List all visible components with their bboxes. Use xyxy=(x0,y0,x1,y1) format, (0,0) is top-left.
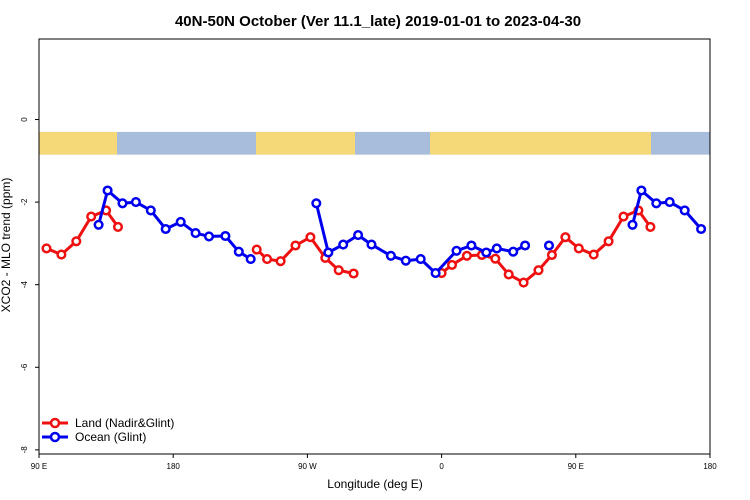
legend: Land (Nadir&Glint) Ocean (Glint) xyxy=(42,416,174,444)
ocean-point xyxy=(353,230,364,241)
land-point xyxy=(251,244,262,255)
y-tick-label: -2 xyxy=(20,198,29,206)
land-series-line xyxy=(45,208,120,257)
y-tick-label: 0 xyxy=(20,117,29,122)
y-tick-label: -6 xyxy=(20,363,29,371)
land-point xyxy=(573,243,584,254)
y-tick-label: -8 xyxy=(20,446,29,454)
land-point xyxy=(546,249,557,261)
plot-frame xyxy=(38,38,711,455)
land-point xyxy=(518,277,529,288)
land-point xyxy=(503,269,514,280)
ocean-point xyxy=(451,245,462,256)
ocean-point xyxy=(400,255,411,266)
ocean-point xyxy=(93,219,104,230)
y-axis-ticks: 0 -2 -4 -6 -8 xyxy=(20,117,39,454)
ocean-point xyxy=(696,223,707,235)
ocean-point xyxy=(311,198,322,209)
series-layer xyxy=(41,185,707,288)
legend-land-label: Land (Nadir&Glint) xyxy=(75,416,174,430)
ocean-point xyxy=(636,185,647,196)
ocean-point xyxy=(323,247,334,258)
x-tick-label: 90 E xyxy=(31,462,47,471)
x-tick-label: 90 E xyxy=(568,462,584,471)
land-point xyxy=(645,221,656,232)
land-point xyxy=(461,250,472,261)
x-tick-label: 180 xyxy=(167,462,181,471)
ocean-point xyxy=(491,243,502,254)
ocean-point xyxy=(679,205,690,216)
ocean-point xyxy=(430,268,441,279)
ocean-point xyxy=(366,239,377,250)
x-axis-ticks: 90 E 180 90 W 0 90 E 180 xyxy=(31,454,717,471)
ocean-point xyxy=(233,246,244,257)
land-point xyxy=(533,265,544,276)
land-point xyxy=(112,221,124,232)
x-axis-label: Longitude (deg E) xyxy=(327,477,422,491)
ocean-point xyxy=(220,230,231,242)
legend-ocean-label: Ocean (Glint) xyxy=(75,430,146,444)
ocean-point xyxy=(203,231,215,242)
x-tick-label: 180 xyxy=(703,462,717,471)
land-strip xyxy=(256,131,355,155)
ocean-point xyxy=(520,240,531,251)
land-point xyxy=(290,240,301,251)
ocean-point xyxy=(130,197,141,208)
ocean-point xyxy=(160,223,171,235)
land-point xyxy=(446,259,458,270)
land-point xyxy=(41,243,52,254)
y-tick-label: -4 xyxy=(20,281,29,289)
ocean-point xyxy=(415,254,426,265)
land-strip xyxy=(430,131,651,155)
legend-land-marker xyxy=(49,417,61,429)
x-tick-label: 90 W xyxy=(298,462,317,471)
ocean-point xyxy=(102,185,113,196)
land-series-line xyxy=(440,208,652,285)
land-ocean-band xyxy=(39,131,710,155)
ocean-point xyxy=(338,239,349,250)
land-point xyxy=(86,211,97,222)
legend-ocean-marker xyxy=(49,431,61,443)
ocean-point xyxy=(190,228,201,239)
x-tick-label: 0 xyxy=(439,462,444,471)
land-point xyxy=(348,268,359,279)
land-point xyxy=(588,249,599,260)
land-point xyxy=(333,265,344,276)
ocean-point xyxy=(385,250,396,261)
ocean-point xyxy=(145,205,156,216)
land-point xyxy=(490,253,501,264)
land-point xyxy=(56,249,67,260)
ocean-point xyxy=(117,198,128,209)
ocean-point xyxy=(175,216,186,227)
land-point xyxy=(603,236,614,247)
chart-title: 40N-50N October (Ver 11.1_late) 2019-01-… xyxy=(175,13,581,30)
land-point xyxy=(262,254,273,265)
land-strip xyxy=(39,131,117,155)
ocean-point xyxy=(508,246,519,257)
ocean-point xyxy=(543,240,555,251)
land-point xyxy=(560,232,571,243)
ocean-point xyxy=(664,197,675,208)
land-point xyxy=(275,256,286,267)
land-point xyxy=(618,211,629,222)
y-axis-label: XCO2 - MLO trend (ppm) xyxy=(0,178,13,313)
ocean-point xyxy=(627,219,638,230)
land-point xyxy=(71,236,82,247)
ocean-point xyxy=(651,198,662,209)
ocean-point xyxy=(481,247,492,258)
land-point xyxy=(305,232,316,243)
ocean-point xyxy=(466,240,477,251)
ocean-point xyxy=(245,254,256,265)
